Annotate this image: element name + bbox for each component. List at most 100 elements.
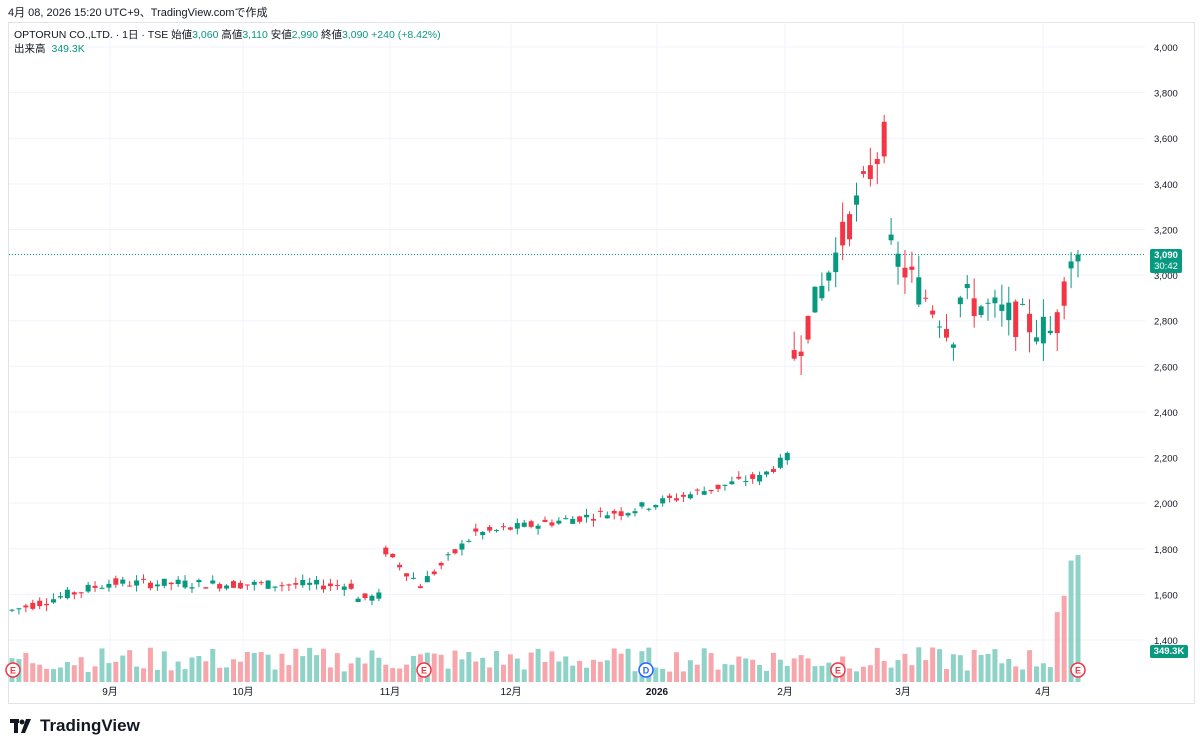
candle-body[interactable] (923, 297, 929, 299)
candle-body[interactable] (639, 502, 645, 507)
candle-body[interactable] (701, 491, 707, 495)
symbol-label[interactable]: OPTORUN CO.,LTD. · 1日 · TSE (14, 29, 169, 41)
candle-body[interactable] (16, 608, 22, 610)
candle-body[interactable] (784, 452, 790, 461)
candle-body[interactable] (459, 543, 465, 550)
candle-body[interactable] (833, 252, 839, 273)
candle-body[interactable] (1027, 313, 1033, 333)
brand-logo[interactable]: TradingView (10, 716, 140, 736)
candle-body[interactable] (106, 583, 112, 588)
candle-body[interactable] (902, 267, 908, 278)
candle-body[interactable] (175, 579, 181, 585)
candle-body[interactable] (286, 584, 292, 586)
candle-body[interactable] (362, 593, 368, 599)
candle-body[interactable] (487, 526, 493, 531)
candle-body[interactable] (348, 583, 354, 589)
candle-body[interactable] (272, 586, 278, 588)
candle-body[interactable] (334, 585, 340, 587)
candle-body[interactable] (327, 583, 333, 587)
candle-body[interactable] (722, 484, 728, 486)
candle-body[interactable] (521, 522, 527, 527)
candle-body[interactable] (154, 584, 160, 587)
candle-body[interactable] (30, 602, 36, 609)
candle-body[interactable] (417, 586, 423, 589)
candle-body[interactable] (812, 286, 818, 313)
candle-body[interactable] (757, 475, 763, 482)
candle-body[interactable] (950, 344, 956, 348)
candle-body[interactable] (500, 526, 506, 528)
candle-body[interactable] (51, 599, 57, 603)
candle-body[interactable] (791, 350, 797, 359)
candle-body[interactable] (632, 511, 638, 514)
candle-body[interactable] (535, 525, 541, 529)
earnings-marker[interactable] (830, 662, 846, 678)
candle-body[interactable] (957, 297, 963, 305)
candle-body[interactable] (314, 579, 320, 585)
candle-body[interactable] (85, 584, 91, 592)
candle-body[interactable] (473, 528, 479, 532)
candle-body[interactable] (466, 540, 472, 542)
candle-body[interactable] (805, 315, 811, 340)
candle-body[interactable] (147, 582, 153, 589)
candle-body[interactable] (37, 600, 43, 607)
candle-body[interactable] (646, 508, 652, 510)
candle-body[interactable] (231, 581, 237, 588)
candle-body[interactable] (618, 511, 624, 516)
candle-body[interactable] (853, 195, 859, 205)
candle-body[interactable] (874, 158, 880, 165)
candle-body[interactable] (978, 306, 984, 315)
candle-body[interactable] (1040, 316, 1046, 344)
candle-body[interactable] (888, 234, 894, 241)
candle-body[interactable] (258, 582, 264, 584)
candle-body[interactable] (570, 518, 576, 524)
candle-body[interactable] (9, 609, 15, 611)
candle-body[interactable] (404, 573, 410, 577)
candle-body[interactable] (224, 585, 230, 589)
candle-body[interactable] (438, 563, 444, 566)
candle-body[interactable] (507, 527, 513, 530)
candle-body[interactable] (750, 474, 756, 479)
candle-body[interactable] (549, 522, 555, 526)
candle-body[interactable] (860, 171, 866, 174)
candle-body[interactable] (590, 518, 596, 521)
candle-body[interactable] (445, 554, 451, 556)
candle-body[interactable] (307, 582, 313, 585)
earnings-marker[interactable] (1070, 662, 1086, 678)
candle-body[interactable] (840, 221, 846, 246)
candle-body[interactable] (127, 585, 133, 587)
candle-body[interactable] (964, 283, 970, 289)
candle-body[interactable] (1033, 337, 1039, 342)
candle-body[interactable] (542, 519, 548, 522)
candle-body[interactable] (452, 549, 458, 554)
candle-body[interactable] (196, 579, 202, 583)
candle-body[interactable] (369, 595, 375, 601)
earnings-marker[interactable] (416, 662, 432, 678)
candle-body[interactable] (764, 471, 770, 475)
candle-body[interactable] (300, 579, 306, 586)
candle-body[interactable] (653, 505, 659, 508)
candle-body[interactable] (694, 489, 700, 491)
candle-body[interactable] (660, 498, 666, 504)
candle-body[interactable] (161, 578, 167, 586)
candle-body[interactable] (494, 529, 500, 531)
candle-body[interactable] (1047, 330, 1053, 334)
candle-body[interactable] (625, 513, 631, 516)
candle-body[interactable] (1061, 281, 1067, 306)
candle-body[interactable] (217, 584, 223, 589)
candle-body[interactable] (23, 605, 29, 608)
candle-body[interactable] (293, 583, 299, 585)
candle-body[interactable] (341, 586, 347, 590)
candle-body[interactable] (999, 304, 1005, 311)
candle-body[interactable] (736, 476, 742, 479)
candle-body[interactable] (604, 515, 610, 519)
candle-body[interactable] (743, 481, 749, 483)
candle-body[interactable] (189, 587, 195, 589)
candle-body[interactable] (895, 253, 901, 267)
candle-body[interactable] (909, 266, 915, 270)
candle-body[interactable] (244, 584, 250, 586)
candle-body[interactable] (881, 121, 887, 157)
dividend-marker[interactable] (638, 662, 654, 678)
candle-body[interactable] (251, 581, 257, 585)
candle-body[interactable] (99, 587, 105, 589)
